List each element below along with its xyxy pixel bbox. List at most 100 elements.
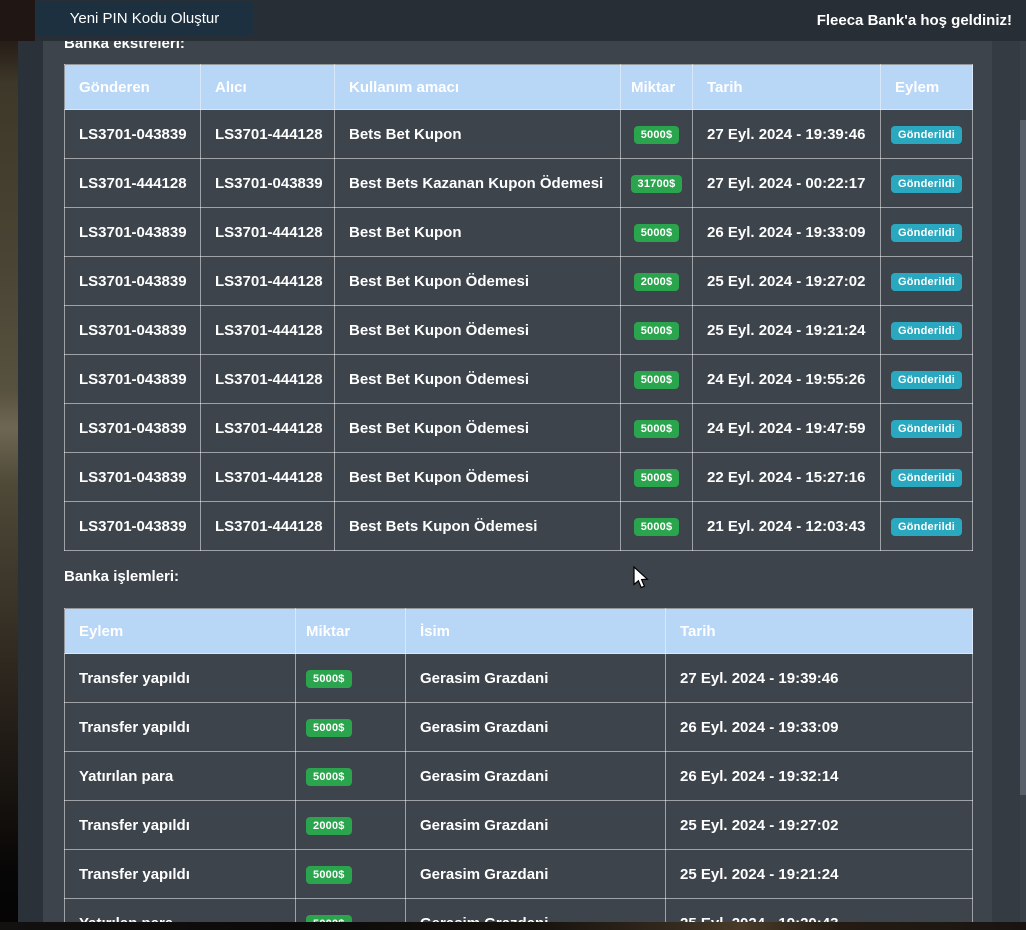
sender-cell: LS3701-444128: [65, 159, 201, 208]
purpose-cell: Best Bet Kupon Ödemesi: [335, 404, 621, 453]
action-cell: Gönderildi: [881, 453, 973, 502]
action-cell: Yatırılan para: [65, 752, 296, 801]
status-badge: Gönderildi: [891, 518, 962, 536]
date-cell: 27 Eyl. 2024 - 19:39:46: [693, 110, 881, 159]
statement-row: LS3701-043839 LS3701-444128 Best Bet Kup…: [65, 404, 973, 453]
col-header-action: Eylem: [881, 65, 973, 110]
action-cell: Transfer yapıldı: [65, 850, 296, 899]
statements-title: Banka ekstreleri:: [64, 41, 185, 52]
game-background-left: [0, 0, 18, 930]
transaction-row: Yatırılan para 5000$ Gerasim Grazdani 25…: [65, 899, 973, 923]
statement-row: LS3701-043839 LS3701-444128 Best Bet Kup…: [65, 453, 973, 502]
statement-row: LS3701-043839 LS3701-444128 Best Bet Kup…: [65, 306, 973, 355]
statements-body: LS3701-043839 LS3701-444128 Bets Bet Kup…: [65, 110, 973, 551]
amount-badge: 5000$: [634, 224, 680, 242]
amount-badge: 5000$: [306, 768, 352, 786]
date-cell: 24 Eyl. 2024 - 19:55:26: [693, 355, 881, 404]
date-cell: 25 Eyl. 2024 - 19:21:24: [666, 850, 973, 899]
action-cell: Transfer yapıldı: [65, 801, 296, 850]
amount-cell: 2000$: [296, 801, 406, 850]
action-cell: Transfer yapıldı: [65, 703, 296, 752]
receiver-cell: LS3701-444128: [201, 502, 335, 551]
transaction-row: Transfer yapıldı 2000$ Gerasim Grazdani …: [65, 801, 973, 850]
amount-cell: 5000$: [296, 654, 406, 703]
purpose-cell: Best Bet Kupon Ödemesi: [335, 306, 621, 355]
purpose-cell: Best Bets Kazanan Kupon Ödemesi: [335, 159, 621, 208]
name-cell: Gerasim Grazdani: [406, 801, 666, 850]
status-badge: Gönderildi: [891, 371, 962, 389]
status-badge: Gönderildi: [891, 175, 962, 193]
name-cell: Gerasim Grazdani: [406, 850, 666, 899]
name-cell: Gerasim Grazdani: [406, 899, 666, 923]
game-background-bottom: [0, 922, 1026, 930]
amount-cell: 5000$: [296, 752, 406, 801]
col-header-date: Tarih: [666, 609, 973, 654]
bank-app-window: Yeni PIN Kodu Oluştur Fleeca Bank'a hoş …: [0, 0, 1026, 930]
amount-badge: 5000$: [306, 719, 352, 737]
statement-row: LS3701-043839 LS3701-444128 Best Bet Kup…: [65, 208, 973, 257]
col-header-purpose: Kullanım amacı: [335, 65, 621, 110]
amount-badge: 5000$: [634, 126, 680, 144]
statements-table: Gönderen Alıcı Kullanım amacı Miktar Tar…: [64, 64, 973, 551]
welcome-message: Fleeca Bank'a hoş geldiniz!: [817, 0, 1012, 41]
col-header-amount: Miktar: [296, 609, 406, 654]
scrollbar-thumb[interactable]: [1020, 120, 1026, 795]
transactions-body: Transfer yapıldı 5000$ Gerasim Grazdani …: [65, 654, 973, 923]
amount-cell: 2000$: [621, 257, 693, 306]
amount-badge: 5000$: [306, 670, 352, 688]
action-cell: Yatırılan para: [65, 899, 296, 923]
amount-cell: 5000$: [621, 110, 693, 159]
panel-outer-strip: [18, 0, 43, 930]
action-cell: Gönderildi: [881, 159, 973, 208]
col-header-receiver: Alıcı: [201, 65, 335, 110]
sender-cell: LS3701-043839: [65, 257, 201, 306]
sender-cell: LS3701-043839: [65, 502, 201, 551]
transactions-header-row: Eylem Miktar İsim Tarih: [65, 609, 973, 654]
amount-cell: 5000$: [296, 850, 406, 899]
status-badge: Gönderildi: [891, 126, 962, 144]
amount-cell: 5000$: [621, 306, 693, 355]
amount-cell: 31700$: [621, 159, 693, 208]
col-header-sender: Gönderen: [65, 65, 201, 110]
date-cell: 26 Eyl. 2024 - 19:33:09: [693, 208, 881, 257]
col-header-action: Eylem: [65, 609, 296, 654]
sender-cell: LS3701-043839: [65, 453, 201, 502]
statement-row: LS3701-043839 LS3701-444128 Bets Bet Kup…: [65, 110, 973, 159]
amount-badge: 31700$: [631, 175, 683, 193]
receiver-cell: LS3701-444128: [201, 306, 335, 355]
amount-cell: 5000$: [621, 355, 693, 404]
receiver-cell: LS3701-444128: [201, 208, 335, 257]
date-cell: 21 Eyl. 2024 - 12:03:43: [693, 502, 881, 551]
amount-badge: 5000$: [634, 518, 680, 536]
date-cell: 25 Eyl. 2024 - 19:20:43: [666, 899, 973, 923]
receiver-cell: LS3701-444128: [201, 257, 335, 306]
transaction-row: Yatırılan para 5000$ Gerasim Grazdani 26…: [65, 752, 973, 801]
sender-cell: LS3701-043839: [65, 355, 201, 404]
amount-cell: 5000$: [621, 453, 693, 502]
purpose-cell: Bets Bet Kupon: [335, 110, 621, 159]
amount-badge: 5000$: [634, 420, 680, 438]
scrollbar-track[interactable]: [1020, 41, 1026, 922]
action-cell: Gönderildi: [881, 404, 973, 453]
col-header-name: İsim: [406, 609, 666, 654]
name-cell: Gerasim Grazdani: [406, 654, 666, 703]
purpose-cell: Best Bets Kupon Ödemesi: [335, 502, 621, 551]
purpose-cell: Best Bet Kupon Ödemesi: [335, 257, 621, 306]
sender-cell: LS3701-043839: [65, 404, 201, 453]
status-badge: Gönderildi: [891, 322, 962, 340]
amount-cell: 5000$: [621, 404, 693, 453]
status-badge: Gönderildi: [891, 224, 962, 242]
amount-badge: 5000$: [306, 866, 352, 884]
status-badge: Gönderildi: [891, 469, 962, 487]
game-background-corner: [0, 0, 36, 41]
receiver-cell: LS3701-043839: [201, 159, 335, 208]
amount-badge: 5000$: [634, 322, 680, 340]
date-cell: 25 Eyl. 2024 - 19:21:24: [693, 306, 881, 355]
action-cell: Gönderildi: [881, 110, 973, 159]
action-cell: Gönderildi: [881, 208, 973, 257]
receiver-cell: LS3701-444128: [201, 453, 335, 502]
purpose-cell: Best Bet Kupon: [335, 208, 621, 257]
new-pin-button[interactable]: Yeni PIN Kodu Oluştur: [36, 2, 253, 35]
statement-row: LS3701-444128 LS3701-043839 Best Bets Ka…: [65, 159, 973, 208]
purpose-cell: Best Bet Kupon Ödemesi: [335, 355, 621, 404]
